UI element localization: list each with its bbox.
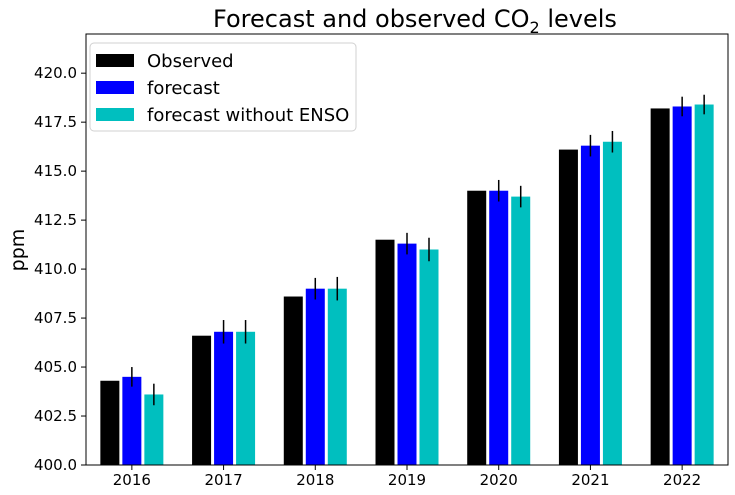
x-tick-label: 2018 — [296, 471, 334, 489]
y-tick-label: 417.5 — [34, 113, 77, 131]
x-tick-label: 2016 — [113, 471, 151, 489]
bar-observed-2018 — [283, 296, 303, 465]
bar-forecast-without-enso-2022 — [694, 104, 714, 465]
y-tick-label: 407.5 — [34, 309, 77, 327]
legend-label: forecast without ENSO — [147, 105, 349, 126]
bar-forecast-without-enso-2017 — [236, 331, 256, 465]
legend-label: forecast — [147, 78, 220, 99]
bar-observed-2022 — [650, 108, 670, 465]
y-tick-label: 410.0 — [34, 260, 77, 278]
bar-forecast-2017 — [214, 331, 234, 465]
y-tick-label: 400.0 — [34, 456, 77, 474]
bar-observed-2020 — [467, 190, 487, 465]
x-tick-label: 2019 — [388, 471, 426, 489]
bar-forecast-2020 — [489, 190, 509, 465]
bar-forecast-2021 — [580, 145, 600, 465]
x-tick-label: 2020 — [480, 471, 518, 489]
bar-forecast-without-enso-2016 — [144, 394, 164, 465]
y-tick-label: 412.5 — [34, 211, 77, 229]
legend-label: Observed — [147, 51, 234, 72]
legend: Observed forecast forecast without ENSO — [89, 42, 357, 132]
y-axis-label: ppm — [7, 229, 29, 272]
bar-forecast-without-enso-2019 — [419, 249, 439, 465]
bar-observed-2019 — [375, 239, 395, 465]
bar-forecast-without-enso-2020 — [511, 196, 531, 465]
y-tick-label: 402.5 — [34, 407, 77, 425]
bar-forecast-2016 — [122, 376, 142, 465]
bar-forecast-2019 — [397, 243, 417, 465]
legend-swatch — [96, 54, 134, 67]
legend-box — [89, 42, 357, 132]
bar-observed-2016 — [100, 380, 120, 465]
legend-swatch — [96, 81, 134, 94]
axes: 2016 2017 2018 2019 2020 2021 2022 400.0 402.5 40… — [34, 64, 701, 489]
x-tick-label: 2021 — [571, 471, 609, 489]
plot-area — [100, 94, 714, 466]
bar-forecast-without-enso-2018 — [327, 288, 347, 465]
bar-forecast-without-enso-2021 — [602, 141, 622, 465]
y-tick-label: 405.0 — [34, 358, 77, 376]
bar-forecast-2018 — [305, 288, 325, 465]
chart-title: Forecast and observed CO2 levels — [213, 5, 617, 37]
x-tick-label: 2017 — [204, 471, 242, 489]
chart-title-subscript: 2 — [530, 18, 540, 37]
bar-observed-2021 — [558, 149, 578, 465]
plot-frame — [85, 33, 729, 466]
x-tick-label: 2022 — [663, 471, 701, 489]
bar-forecast-2022 — [672, 106, 692, 466]
y-tick-label: 420.0 — [34, 64, 77, 82]
bar-observed-2017 — [192, 335, 212, 465]
y-tick-label: 415.0 — [34, 162, 77, 180]
legend-swatch — [96, 108, 134, 121]
